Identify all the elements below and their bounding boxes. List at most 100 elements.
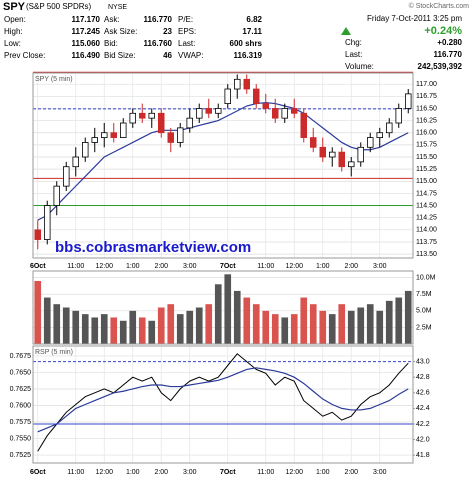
volume-bar xyxy=(167,304,175,344)
volume-bar xyxy=(176,314,184,344)
volume-bar xyxy=(357,307,365,344)
volume-bar xyxy=(328,314,336,344)
volume-bar xyxy=(195,307,203,344)
x-tick-label: 12:00 xyxy=(285,469,303,476)
exchange: NYSE xyxy=(108,4,127,11)
candle-body xyxy=(290,108,298,114)
candle-body xyxy=(34,229,42,240)
y2-tick-label: 5.0M xyxy=(416,308,432,315)
quote-label: Prev Close: xyxy=(4,51,45,60)
volume-bar xyxy=(157,307,165,344)
candle-body xyxy=(82,142,89,158)
candle-body xyxy=(205,108,212,114)
x-tick-label: 3:00 xyxy=(183,263,197,270)
quote-value: 115.060 xyxy=(72,39,101,48)
quote-label: Bid: xyxy=(104,39,118,48)
volume-bar xyxy=(395,297,403,344)
x-tick-label: 7Oct xyxy=(220,469,236,476)
panel-title: RSP (5 min) xyxy=(35,349,73,356)
quote-value: 600 shrs xyxy=(230,39,263,48)
quote-label: Ask: xyxy=(104,15,120,24)
volume-bar xyxy=(224,274,232,344)
volume-bar xyxy=(319,310,327,344)
volume-bar xyxy=(404,290,412,344)
x-tick-label: 2:00 xyxy=(154,469,168,476)
panel-frame xyxy=(32,345,414,464)
volume-bar xyxy=(100,314,108,344)
candle-body xyxy=(395,108,402,124)
volume-bar xyxy=(53,304,61,344)
quote-value: 117.170 xyxy=(72,15,101,24)
candle-body xyxy=(376,132,383,138)
volume-bar xyxy=(129,310,137,344)
candle-body xyxy=(63,166,70,187)
quote-label: High: xyxy=(4,27,23,36)
y-tick-label: 0.7650 xyxy=(10,369,32,376)
y-tick-label: 0.7550 xyxy=(10,435,32,442)
y2-tick-label: 114.25 xyxy=(416,215,437,222)
y2-tick-label: 42.6 xyxy=(416,390,430,397)
candle-body xyxy=(300,112,307,138)
quote-value: 46 xyxy=(163,51,172,60)
x-tick-label: 2:00 xyxy=(344,263,358,270)
volume-bar xyxy=(205,304,213,344)
y2-tick-label: 116.50 xyxy=(416,105,437,112)
y2-tick-label: 115.00 xyxy=(416,178,437,185)
y2-tick-label: 7.5M xyxy=(416,291,432,298)
line-series xyxy=(37,353,409,452)
x-tick-label: 7Oct xyxy=(220,263,236,270)
candle-body xyxy=(167,132,174,143)
x-tick-label: 12:00 xyxy=(285,263,303,270)
candle-body xyxy=(148,112,155,119)
quote-label: VWAP: xyxy=(178,51,203,60)
y2-tick-label: 2.5M xyxy=(416,324,432,331)
volume-bar xyxy=(281,317,289,344)
candle-body xyxy=(271,108,279,119)
x-tick-label: 1:00 xyxy=(126,263,140,270)
x-tick-label: 3:00 xyxy=(183,469,197,476)
candle-body xyxy=(309,137,317,148)
volume-bar xyxy=(252,304,260,344)
summary-label: Chg: xyxy=(345,38,362,47)
quote-label: P/E: xyxy=(178,15,193,24)
quote-label: Last: xyxy=(178,39,195,48)
y-tick-label: 0.7600 xyxy=(10,402,32,409)
x-tick-label: 2:00 xyxy=(344,469,358,476)
y2-tick-label: 42.2 xyxy=(416,421,430,428)
candle-body xyxy=(357,146,364,163)
volume-bar xyxy=(214,284,222,344)
volume-bar xyxy=(271,314,279,344)
x-tick-label: 6Oct xyxy=(30,469,46,476)
change-pct: +0.24% xyxy=(424,25,462,37)
quote-value: 23 xyxy=(163,27,172,36)
volume-bar xyxy=(43,297,51,344)
candle-body xyxy=(262,103,269,109)
candle-body xyxy=(157,112,165,134)
x-tick-label: 11:00 xyxy=(67,469,84,476)
y2-tick-label: 42.0 xyxy=(416,436,430,443)
summary-label: Volume: xyxy=(345,62,374,71)
y2-tick-label: 43.0 xyxy=(416,358,430,365)
volume-bar xyxy=(186,310,194,344)
x-tick-label: 1:00 xyxy=(126,469,140,476)
candle-body xyxy=(224,88,231,104)
volume-bar xyxy=(366,304,374,344)
y2-tick-label: 115.50 xyxy=(416,154,437,161)
candle-body xyxy=(233,78,241,90)
x-tick-label: 6Oct xyxy=(30,263,46,270)
quote-label: Bid Size: xyxy=(104,51,136,60)
x-tick-label: 12:00 xyxy=(95,263,113,270)
y2-tick-label: 113.75 xyxy=(416,239,437,246)
y-tick-label: 0.7625 xyxy=(10,386,32,393)
volume-bar xyxy=(300,297,308,344)
volume-bar xyxy=(338,304,346,344)
candle-body xyxy=(129,112,136,124)
x-tick-label: 11:00 xyxy=(67,263,84,270)
quote-label: Low: xyxy=(4,39,21,48)
y2-tick-label: 116.25 xyxy=(416,117,437,124)
quote-value: 6.82 xyxy=(246,15,262,24)
quote-label: Open: xyxy=(4,15,26,24)
quote-label: Ask Size: xyxy=(104,27,137,36)
quote-value: 116.760 xyxy=(144,39,173,48)
